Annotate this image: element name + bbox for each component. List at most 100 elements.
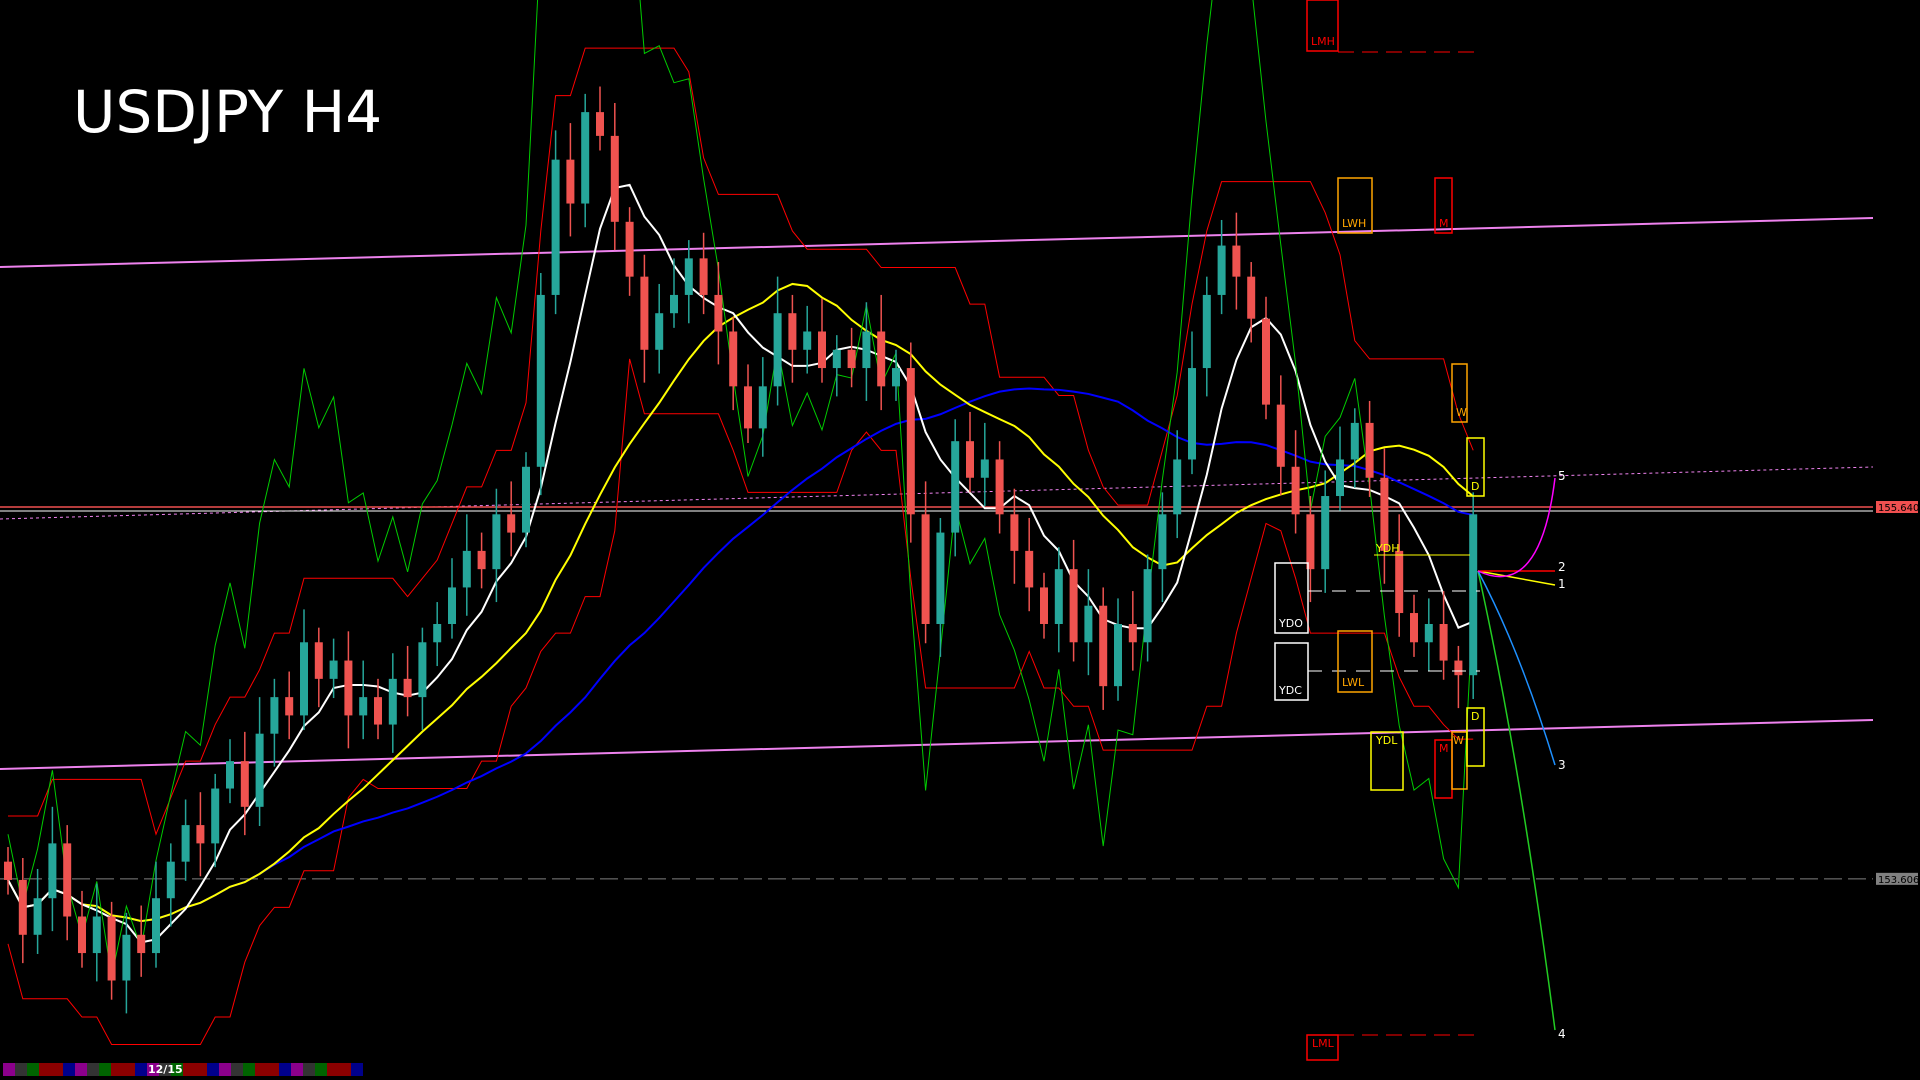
candle-body [1350, 422, 1359, 460]
candle-body [551, 159, 560, 295]
session-segment [207, 1063, 219, 1076]
candle-body [240, 761, 249, 807]
candle-body [359, 697, 368, 716]
candle-body [1188, 368, 1196, 460]
candle-body [1395, 550, 1404, 614]
session-segment [231, 1063, 243, 1076]
d-bottom-label: D [1471, 710, 1479, 723]
candle-body [1173, 459, 1182, 515]
projection-label-4: 4 [1558, 1027, 1566, 1041]
candle-body [625, 221, 634, 277]
candle-body [211, 788, 220, 844]
projection-label-2: 2 [1558, 560, 1566, 574]
d-top-label: D [1471, 480, 1479, 493]
candle-body [388, 678, 397, 725]
ydh-label: YDH [1375, 542, 1399, 555]
candle-body [1291, 466, 1300, 515]
session-segment [135, 1063, 147, 1076]
m-top-box [1434, 177, 1453, 234]
candle-body [418, 642, 427, 698]
candle-body [670, 294, 678, 314]
candle-body [507, 514, 516, 533]
candle-body [329, 660, 338, 679]
ydo-box [1274, 562, 1309, 634]
candle-body [729, 331, 738, 387]
candle-body [1202, 294, 1211, 369]
session-segment [183, 1063, 195, 1076]
session-segment [123, 1063, 135, 1076]
candle-body [966, 441, 974, 478]
candle-body [892, 368, 900, 387]
candle-body [1025, 550, 1034, 588]
chart-title: USDJPY H4 [73, 78, 383, 146]
candle-body [107, 916, 116, 981]
candle-body [744, 386, 752, 429]
lwl-label: LWL [1342, 676, 1365, 689]
candle-body [862, 331, 871, 369]
candle-body [1069, 569, 1078, 643]
candle-body [462, 550, 471, 588]
session-bar-date: 12/15 [148, 1063, 183, 1076]
w-top-label: W [1456, 406, 1467, 419]
candle-body [314, 642, 323, 679]
ydc-label: YDC [1278, 684, 1302, 697]
candle-body [1054, 569, 1063, 625]
session-segment [339, 1063, 351, 1076]
candle-body [1424, 624, 1433, 643]
session-segment [351, 1063, 363, 1076]
candle-body [566, 159, 575, 204]
candle-body [1232, 245, 1241, 277]
candle-body [270, 697, 279, 734]
projection-line-1 [1477, 570, 1556, 586]
candle-body [847, 349, 856, 369]
w-top-box [1451, 363, 1468, 423]
price-label-bg [1876, 872, 1918, 885]
candle-body [581, 112, 590, 204]
lwh-box [1337, 177, 1373, 234]
session-segment [267, 1063, 279, 1076]
candle-body [1306, 514, 1315, 570]
candle-body [1336, 459, 1344, 497]
candle-body [33, 898, 42, 935]
ma-mid-line [7, 282, 1474, 923]
session-segment [291, 1063, 303, 1076]
candle-body [492, 514, 501, 570]
candle-body [1114, 624, 1122, 687]
candle-body [448, 587, 456, 625]
session-segment [27, 1063, 39, 1076]
session-segment [219, 1063, 231, 1076]
projection-label-1: 1 [1558, 577, 1566, 591]
candle-body [699, 258, 708, 295]
candle-body [1410, 613, 1418, 643]
candle-body [714, 294, 723, 332]
candle-body [980, 459, 989, 478]
candle-body [92, 916, 101, 954]
candle-body [344, 660, 353, 716]
candle-body [684, 258, 693, 295]
candle-body [1128, 624, 1137, 643]
candle-body [877, 331, 886, 387]
session-segment [75, 1063, 87, 1076]
session-bar [3, 1063, 363, 1076]
candle-body [1365, 422, 1374, 478]
session-segment [99, 1063, 111, 1076]
candle-body [48, 843, 57, 899]
candle-body [1040, 587, 1048, 625]
candle-body [596, 112, 604, 136]
projection-label-5: 5 [1558, 469, 1566, 483]
candle-body [1099, 605, 1108, 687]
candle-body [522, 466, 530, 533]
session-segment [87, 1063, 99, 1076]
session-segment [51, 1063, 63, 1076]
projection-label-3: 3 [1558, 758, 1566, 772]
price-label: 153.606 [1878, 875, 1919, 886]
candle-body [374, 697, 382, 725]
d-top-box [1466, 437, 1485, 497]
candle-body [226, 761, 234, 789]
candle-body [951, 441, 960, 533]
projection-line-4 [1477, 570, 1556, 1031]
candle-body [18, 879, 27, 935]
candle-body [152, 898, 160, 954]
price-label-bg [1876, 501, 1918, 513]
